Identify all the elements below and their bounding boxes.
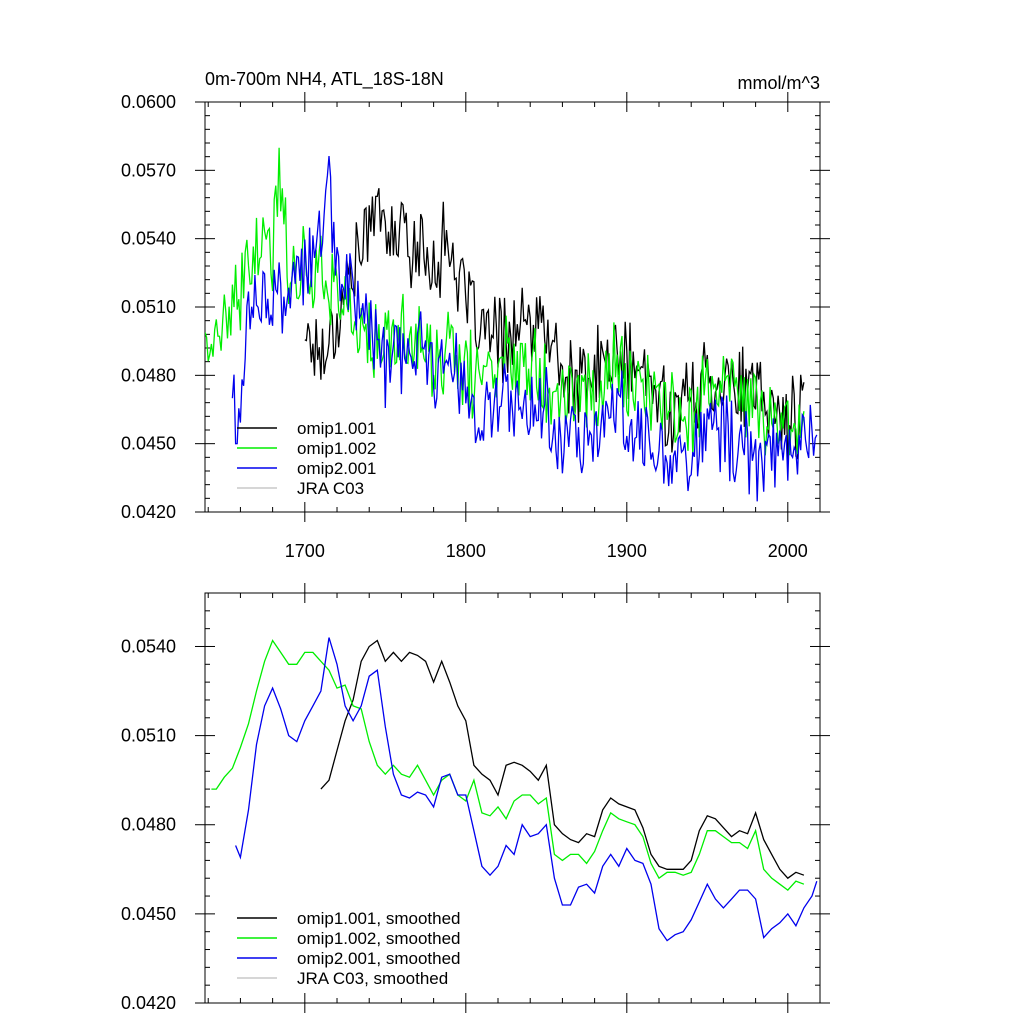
legend-label: omip2.001, smoothed [297, 949, 461, 968]
bottom-series-group [211, 637, 818, 942]
legend-label: omip1.002 [297, 439, 376, 458]
legend-label: JRA C03, smoothed [297, 969, 448, 988]
y-tick-label: 0.0510 [121, 297, 176, 317]
y-tick-label: 0.0540 [121, 229, 176, 249]
y-tick-label: 0.0420 [121, 993, 176, 1013]
y-tick-label: 0.0540 [121, 636, 176, 656]
x-tick-label: 1800 [446, 541, 486, 561]
series-line-omip1-002-smoothed [211, 639, 805, 891]
bottom-axis-ticks: 0.0420 0.0450 0.0480 0.0510 0.0540 [121, 583, 830, 1013]
legend-label: omip2.001 [297, 459, 376, 478]
series-line-omip2-001-smoothed [234, 637, 818, 942]
top-axis-ticks: 1700 1800 1900 2000 0.0420 0.0450 0.0480 0.0510… [121, 92, 830, 561]
legend-label: omip1.001 [297, 419, 376, 438]
series-line-omip2-001 [231, 156, 818, 502]
units-label: mmol/m^3 [738, 73, 820, 93]
y-tick-label: 0.0480 [121, 365, 176, 385]
y-tick-label: 0.0450 [121, 904, 176, 924]
top-panel: 0m-700m NH4, ATL_18S-18N mmol/m^3 1700 18… [121, 69, 830, 561]
y-tick-label: 0.0420 [121, 502, 176, 522]
top-series-group [205, 147, 818, 502]
y-tick-label: 0.0570 [121, 160, 176, 180]
x-tick-label: 2000 [768, 541, 808, 561]
x-tick-label: 1900 [607, 541, 647, 561]
y-tick-label: 0.0450 [121, 434, 176, 454]
y-tick-label: 0.0480 [121, 815, 176, 835]
y-tick-label: 0.0600 [121, 92, 176, 112]
bottom-plot-frame [204, 592, 821, 1004]
legend-label: omip1.001, smoothed [297, 909, 461, 928]
series-line-omip1-001 [304, 188, 805, 464]
legend-label: omip1.002, smoothed [297, 929, 461, 948]
bottom-panel: 0.0420 0.0450 0.0480 0.0510 0.0540 omip1.001… [121, 583, 830, 1013]
x-tick-label: 1700 [285, 541, 325, 561]
legend-label: JRA C03 [297, 479, 364, 498]
y-tick-label: 0.0510 [121, 726, 176, 746]
series-line-omip1-001-smoothed [320, 639, 805, 880]
chart-title: 0m-700m NH4, ATL_18S-18N [205, 69, 444, 90]
